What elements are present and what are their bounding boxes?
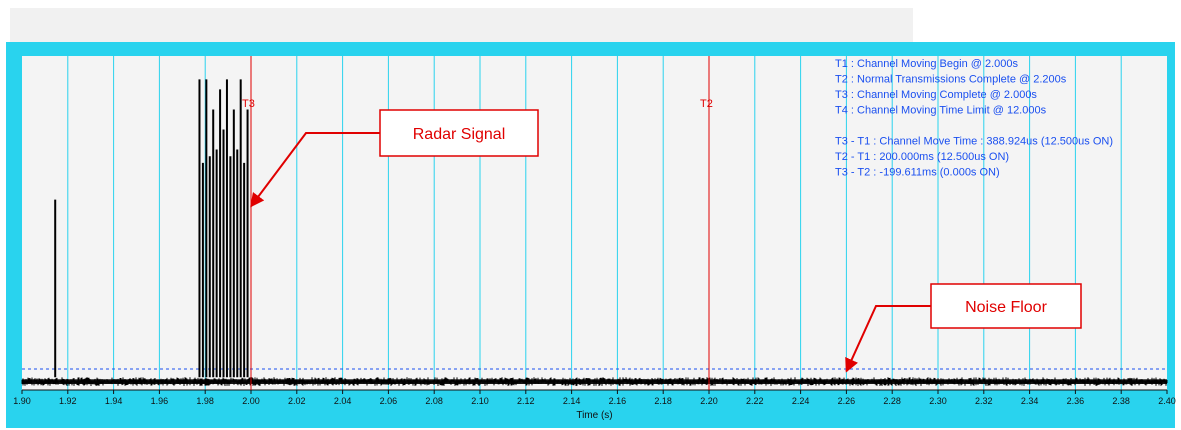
tick-label: 2.40 [1158,396,1176,406]
tick-label: 2.20 [700,396,718,406]
info-panel: T1 : Channel Moving Begin @ 2.000s T2 : N… [835,58,1113,179]
info-line: T3 : Channel Moving Complete @ 2.000s [835,89,1037,101]
info-line: T2 - T1 : 200.000ms (12.500us ON) [835,151,1009,163]
tick-label: 2.36 [1067,396,1085,406]
tick-label: 2.12 [517,396,535,406]
tick-label: 2.14 [563,396,581,406]
callout-box [379,109,539,157]
tick-label: 1.96 [151,396,169,406]
tick-label: 1.98 [196,396,214,406]
signal-pulses [54,79,249,378]
callout-label: Radar Signal [413,126,506,143]
tick-label: 2.18 [654,396,672,406]
x-axis-ticks: 1.90 1.92 1.94 1.96 1.98 2.00 2.02 2.04 2.06 2.08… [13,389,1176,406]
tick-label: 2.04 [334,396,352,406]
tick-label: 1.92 [59,396,77,406]
info-line: T2 : Normal Transmissions Complete @ 2.2… [835,74,1067,86]
noise-floor-trace [21,368,1168,386]
callout-arrow [250,132,380,208]
info-line: T3 - T1 : Channel Move Time : 388.924us … [835,136,1113,148]
tick-label: 2.28 [883,396,901,406]
marker-label-t3: T3 [242,98,255,110]
callout-box [930,283,1082,329]
x-axis-label: Time (s) [576,410,612,421]
tick-label: 2.24 [792,396,810,406]
tick-label: 2.26 [838,396,856,406]
tick-label: 2.32 [975,396,993,406]
tick-label: 2.08 [425,396,443,406]
tick-label: 2.22 [746,396,764,406]
info-line: T3 - T2 : -199.611ms (0.000s ON) [835,167,1000,179]
marker-label-t2: T2 [700,98,713,110]
tick-label: 2.30 [929,396,947,406]
tick-label: 2.34 [1021,396,1039,406]
info-line: T4 : Channel Moving Time Limit @ 12.000s [835,105,1047,117]
time-markers: T3 T2 [242,56,713,390]
tick-label: 2.00 [242,396,260,406]
noise-trace [21,377,1168,386]
tick-label: 2.10 [471,396,489,406]
top-toolbar-strip [10,8,913,42]
callout-label: Noise Floor [965,299,1047,316]
callout-arrow [845,305,931,373]
tick-label: 1.90 [13,396,31,406]
tick-label: 2.38 [1112,396,1130,406]
tick-label: 2.16 [609,396,627,406]
info-line: T1 : Channel Moving Begin @ 2.000s [835,58,1018,70]
tick-label: 1.94 [105,396,123,406]
tick-label: 2.02 [288,396,306,406]
callouts: Radar Signal Noise Floor [250,109,1082,373]
tick-label: 2.06 [380,396,398,406]
